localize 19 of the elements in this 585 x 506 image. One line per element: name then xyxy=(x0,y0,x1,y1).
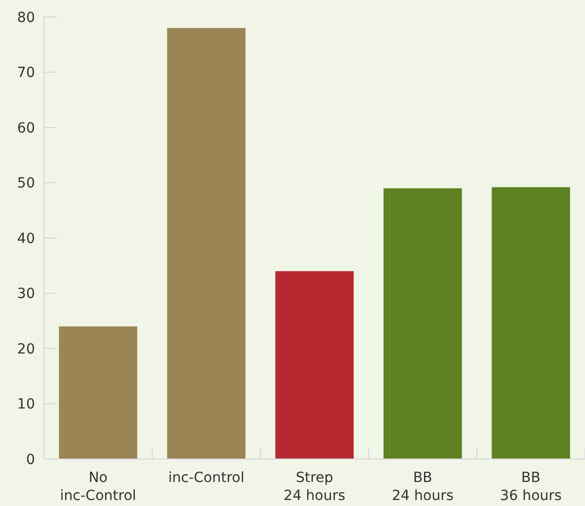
y-tick-label: 80 xyxy=(17,10,35,26)
bar xyxy=(384,188,462,459)
x-tick-label: No inc-Control xyxy=(60,470,136,504)
y-tick-label: 70 xyxy=(17,65,35,82)
y-tick-label: 0 xyxy=(26,452,35,468)
x-tick-label: Strep 24 hours xyxy=(284,470,346,504)
bar xyxy=(492,187,570,459)
x-tick-label: BB 24 hours xyxy=(392,470,454,504)
y-tick-label: 50 xyxy=(17,176,35,192)
x-tick-label: inc-Control xyxy=(168,470,244,486)
x-tick-label: BB 36 hours xyxy=(500,470,562,504)
y-tick-label: 20 xyxy=(17,341,35,358)
y-tick-label: 60 xyxy=(17,120,35,136)
y-tick-label: 40 xyxy=(17,230,35,247)
bar xyxy=(275,271,354,459)
bar xyxy=(58,326,138,459)
y-tick-label: 10 xyxy=(17,396,35,413)
y-tick-label: 30 xyxy=(17,286,35,302)
bar xyxy=(167,28,246,459)
